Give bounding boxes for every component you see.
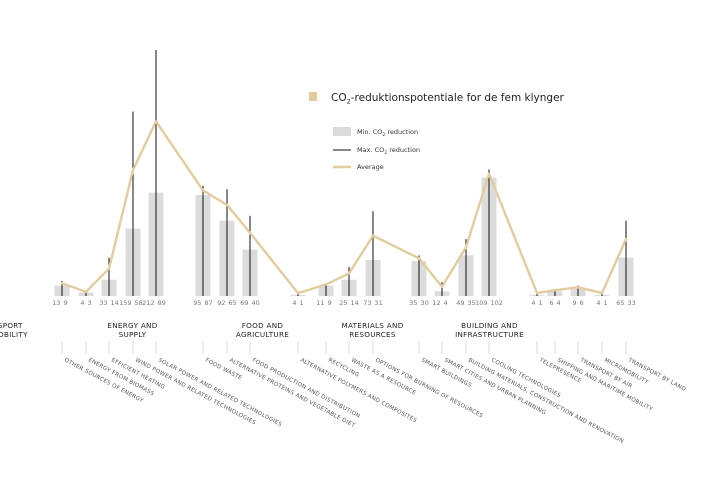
min-value-label: 4 [557, 299, 561, 307]
legend-average-label: Average [357, 163, 384, 171]
group-label: FOOD AND [242, 321, 284, 330]
max-value-label: 95 [193, 299, 201, 307]
group-label: AGRICULTURE [236, 330, 289, 339]
max-value-label: 4 [80, 299, 84, 307]
min-value-label: 58 [135, 299, 143, 307]
min-value-label: 6 [580, 299, 584, 307]
group-label: MATERIALS AND [341, 321, 403, 330]
max-value-label: 69 [240, 299, 248, 307]
max-value-label: 109 [475, 299, 487, 307]
min-value-label: 40 [252, 299, 260, 307]
max-value-label: 65 [616, 299, 624, 307]
max-value-label: 12 [432, 299, 440, 307]
legend: Min. CO2 reduction Max. CO2 reduction Av… [333, 127, 420, 171]
min-value-label: 3 [88, 299, 92, 307]
max-value-label: 92 [217, 299, 225, 307]
min-value-label: 9 [64, 299, 68, 307]
max-value-label: 4 [531, 299, 535, 307]
min-value-label: 102 [491, 299, 503, 307]
max-value-label: 11 [316, 299, 324, 307]
min-value-label: 33 [628, 299, 636, 307]
legend-min-label: Min. CO2 reduction [357, 128, 418, 138]
max-value-label: 13 [52, 299, 60, 307]
average-line [60, 120, 628, 295]
min-value-label: 35 [468, 299, 476, 307]
min-value-label: 65 [229, 299, 237, 307]
chart-title: CO2-reduktionspotentiale for de fem klyn… [331, 92, 565, 106]
min-value-label: 14 [111, 299, 119, 307]
min-value-label: 30 [421, 299, 429, 307]
group-label: INFRASTRUCTURE [455, 330, 524, 339]
value-labels-layer: 13 9 4 3 33 14 159 58 212 89 95 87 92 65 69 40 4 1 11 9 25 14… [52, 299, 636, 307]
max-value-label: 212 [142, 299, 154, 307]
label-ticks-layer [61, 341, 627, 354]
bars-layer [54, 177, 634, 296]
min-value-label: 1 [539, 299, 543, 307]
group-label: TRANSPORT [0, 321, 23, 330]
max-value-label: 9 [572, 299, 576, 307]
max-value-label: 25 [339, 299, 347, 307]
group-label: RESOURCES [349, 330, 396, 339]
max-value-label: 35 [409, 299, 417, 307]
title-marker [309, 92, 317, 101]
group-label: ENERGY AND [107, 321, 157, 330]
min-value-label: 89 [158, 299, 166, 307]
max-value-label: 4 [292, 299, 296, 307]
max-lines-layer [61, 50, 627, 296]
min-value-label: 14 [351, 299, 359, 307]
min-value-label: 87 [205, 299, 213, 307]
group-label: AND MOBILITY [0, 330, 28, 339]
min-value-label: 9 [328, 299, 332, 307]
max-value-label: 33 [99, 299, 107, 307]
group-label: BUILDING AND [461, 321, 518, 330]
max-value-label: 159 [119, 299, 131, 307]
legend-min-swatch [333, 127, 351, 136]
max-value-label: 4 [596, 299, 600, 307]
max-value-label: 6 [549, 299, 553, 307]
min-value-label: 1 [604, 299, 608, 307]
min-value-label: 31 [375, 299, 383, 307]
min-value-label: 1 [300, 299, 304, 307]
legend-max-label: Max. CO2 reduction [357, 146, 420, 156]
group-label: SUPPLY [119, 330, 147, 339]
max-value-label: 73 [363, 299, 371, 307]
min-value-label: 4 [444, 299, 448, 307]
max-value-label: 49 [456, 299, 464, 307]
